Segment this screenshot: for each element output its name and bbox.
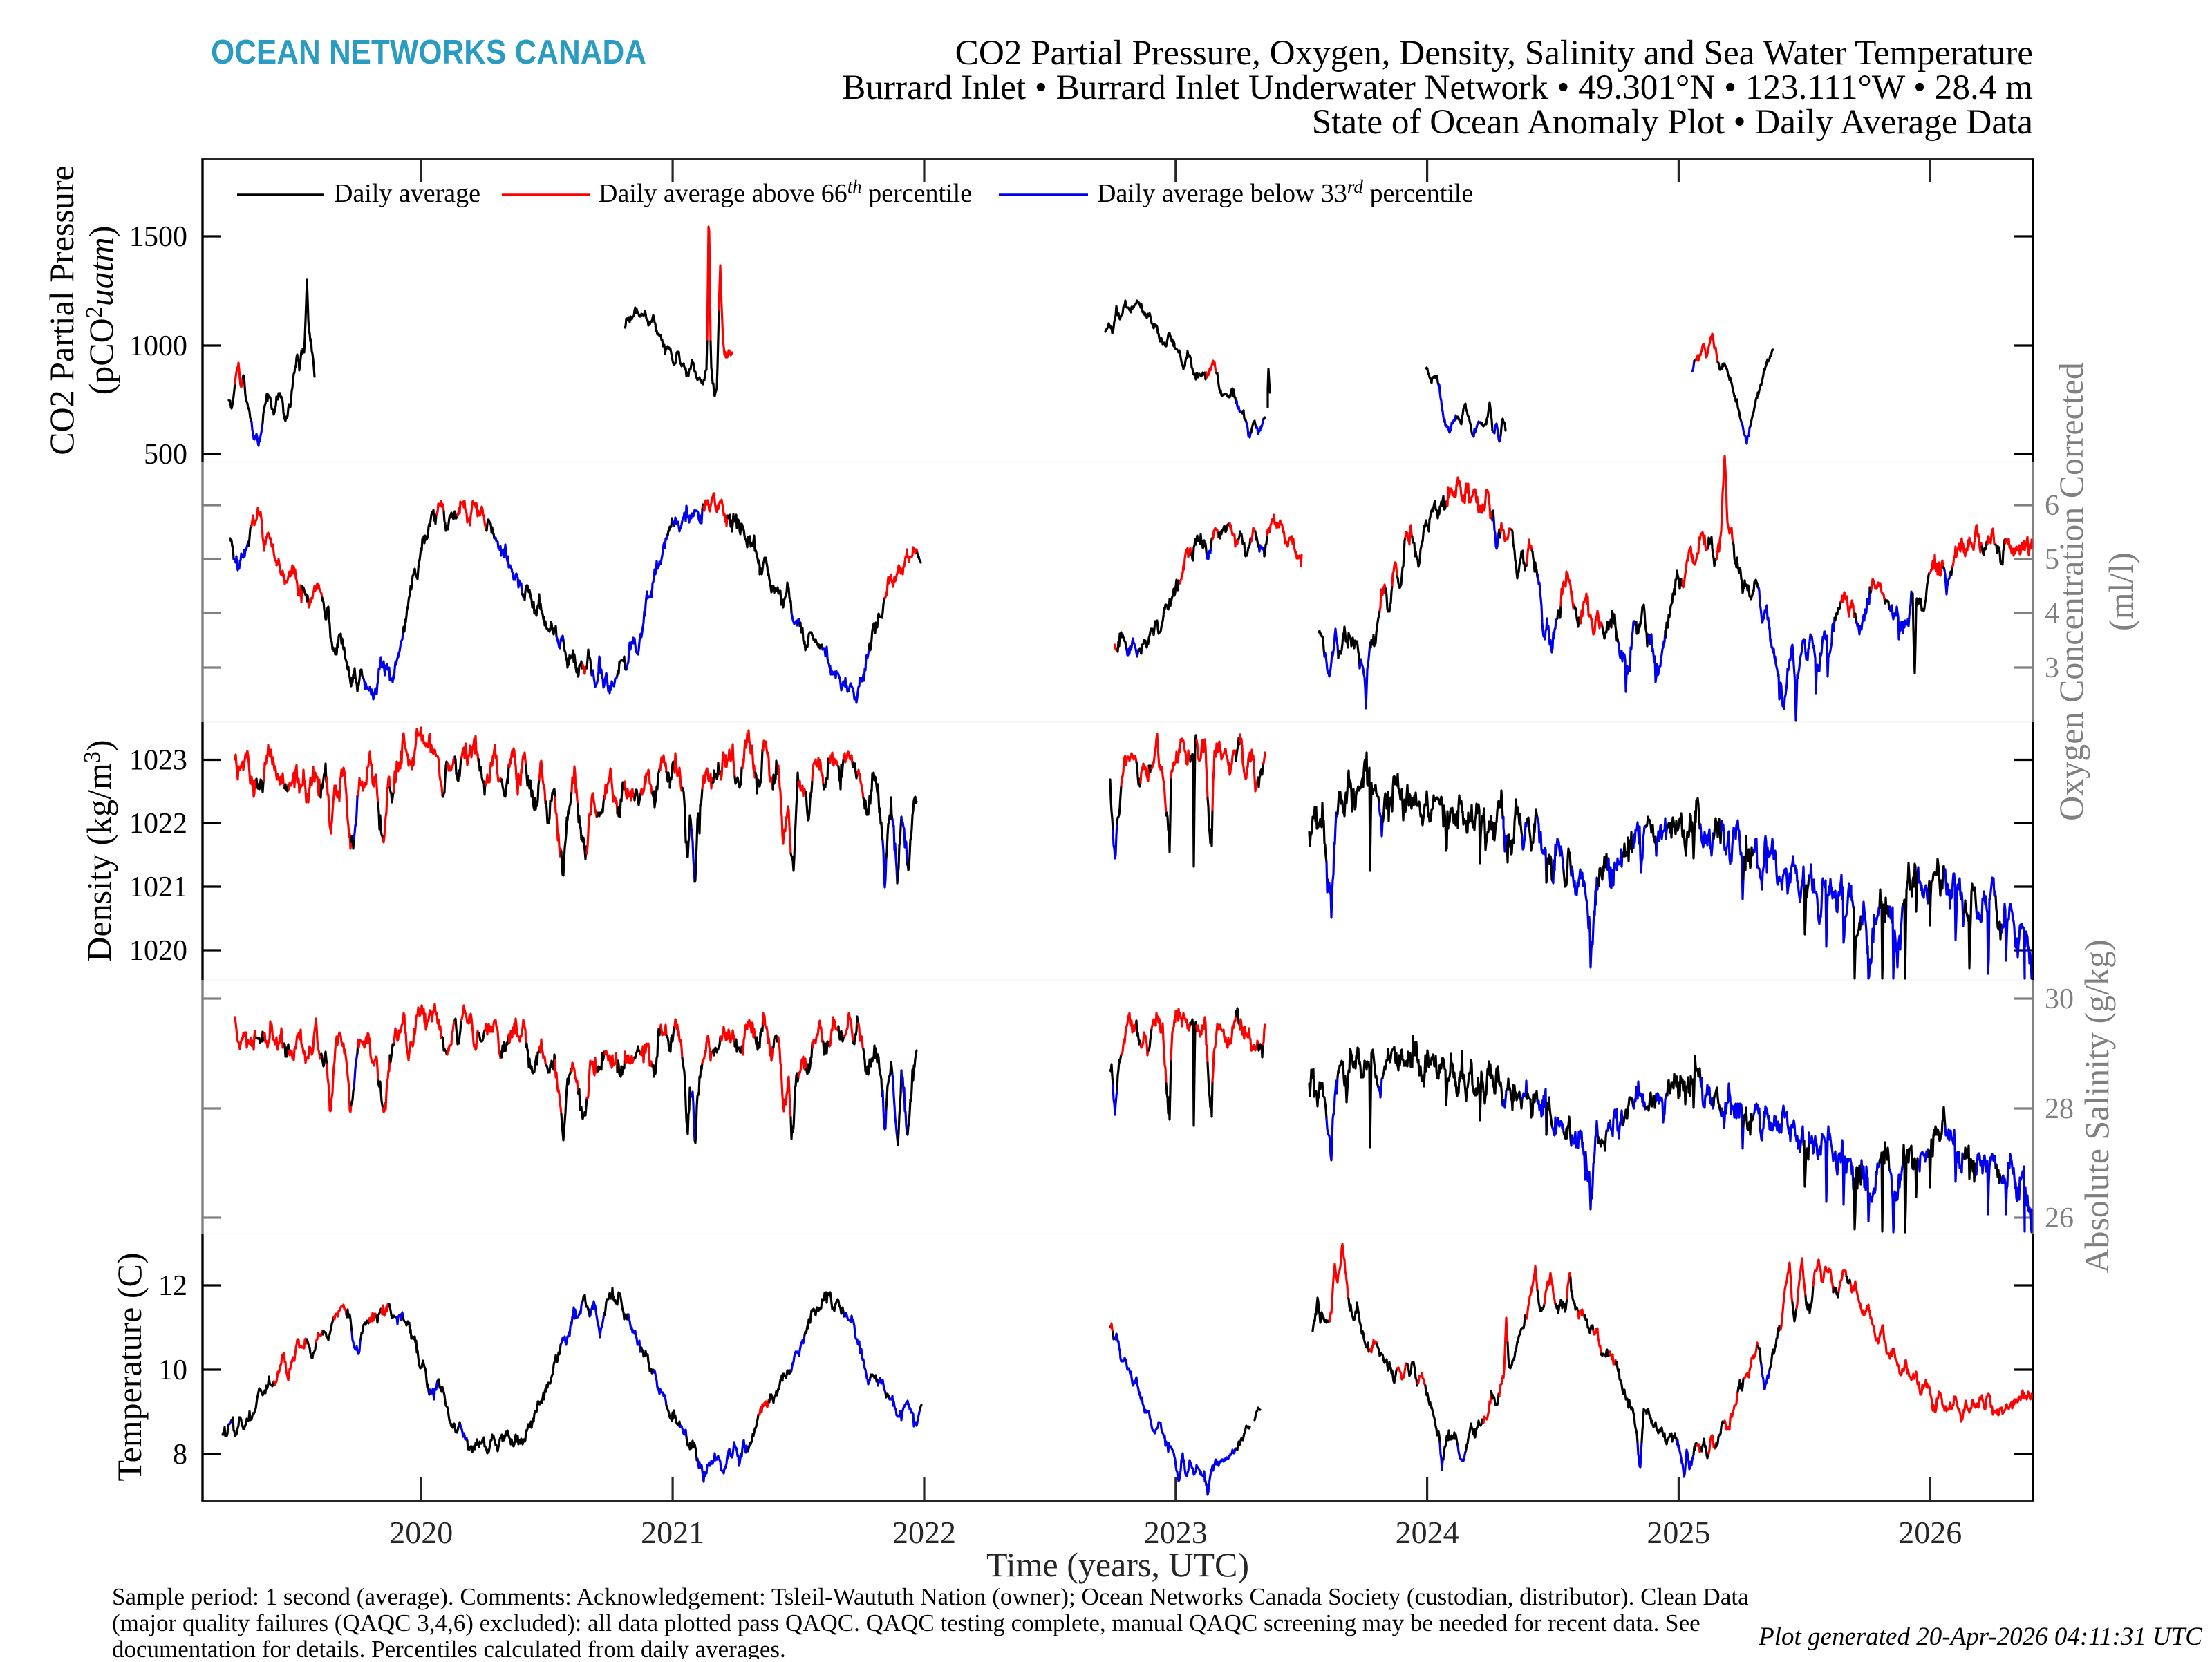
svg-text:2020: 2020: [389, 1515, 453, 1550]
svg-text:Daily average below 33rd perce: Daily average below 33rd percentile: [1097, 176, 1473, 208]
svg-text:Absolute Salinity (g/kg): Absolute Salinity (g/kg): [2077, 939, 2116, 1273]
svg-text:Density (kg/m3): Density (kg/m3): [79, 739, 118, 961]
svg-text:2021: 2021: [641, 1515, 704, 1550]
svg-text:CO2 Partial Pressure, Oxygen,: CO2 Partial Pressure, Oxygen, Density, S…: [955, 33, 2033, 73]
svg-text:500: 500: [144, 439, 187, 471]
svg-text:2022: 2022: [892, 1515, 956, 1550]
svg-text:3: 3: [2045, 652, 2059, 684]
svg-text:1021: 1021: [129, 871, 187, 903]
svg-text:1500: 1500: [129, 221, 187, 253]
svg-text:30: 30: [2045, 983, 2074, 1015]
svg-text:1020: 1020: [129, 935, 187, 967]
svg-text:26: 26: [2045, 1202, 2074, 1234]
svg-text:5: 5: [2045, 544, 2059, 576]
svg-text:(major quality failures (QAQC: (major quality failures (QAQC 3,4,6) exc…: [112, 1609, 1700, 1636]
svg-text:1022: 1022: [129, 808, 187, 840]
svg-text:Daily average above 66th perce: Daily average above 66th percentile: [599, 176, 972, 208]
svg-text:2024: 2024: [1396, 1515, 1459, 1550]
svg-text:Time (years, UTC): Time (years, UTC): [986, 1545, 1249, 1584]
svg-text:1023: 1023: [129, 745, 187, 777]
svg-text:1000: 1000: [129, 330, 187, 362]
svg-text:OCEAN NETWORKS CANADA: OCEAN NETWORKS CANADA: [211, 34, 646, 71]
svg-text:6: 6: [2045, 490, 2059, 522]
svg-text:10: 10: [158, 1354, 187, 1386]
svg-text:2026: 2026: [1898, 1515, 1962, 1550]
svg-text:8: 8: [173, 1439, 187, 1471]
svg-text:Temperature (C): Temperature (C): [110, 1252, 149, 1481]
svg-text:Burrard Inlet • Burrard Inlet: Burrard Inlet • Burrard Inlet Underwater…: [842, 68, 2033, 107]
svg-text:(ml/l): (ml/l): [2101, 552, 2140, 631]
svg-text:Sample period: 1 second (avera: Sample period: 1 second (average). Comme…: [112, 1583, 1749, 1610]
svg-text:CO2 Partial Pressure: CO2 Partial Pressure: [42, 165, 81, 455]
svg-text:State of Ocean Anomaly Plot •: State of Ocean Anomaly Plot • Daily Aver…: [1312, 102, 2034, 142]
svg-text:Daily average: Daily average: [334, 179, 480, 208]
svg-text:Oxygen Concentration Corrected: Oxygen Concentration Corrected: [2052, 362, 2090, 821]
svg-text:documentation for details. Per: documentation for details. Percentiles c…: [112, 1636, 786, 1659]
svg-text:2023: 2023: [1144, 1515, 1208, 1550]
svg-text:28: 28: [2045, 1093, 2074, 1125]
svg-text:Plot generated 20-Apr-2026 04:: Plot generated 20-Apr-2026 04:11:31 UTC: [1758, 1623, 2203, 1651]
svg-text:2025: 2025: [1647, 1515, 1710, 1550]
svg-text:4: 4: [2045, 598, 2059, 630]
svg-text:12: 12: [158, 1270, 187, 1302]
